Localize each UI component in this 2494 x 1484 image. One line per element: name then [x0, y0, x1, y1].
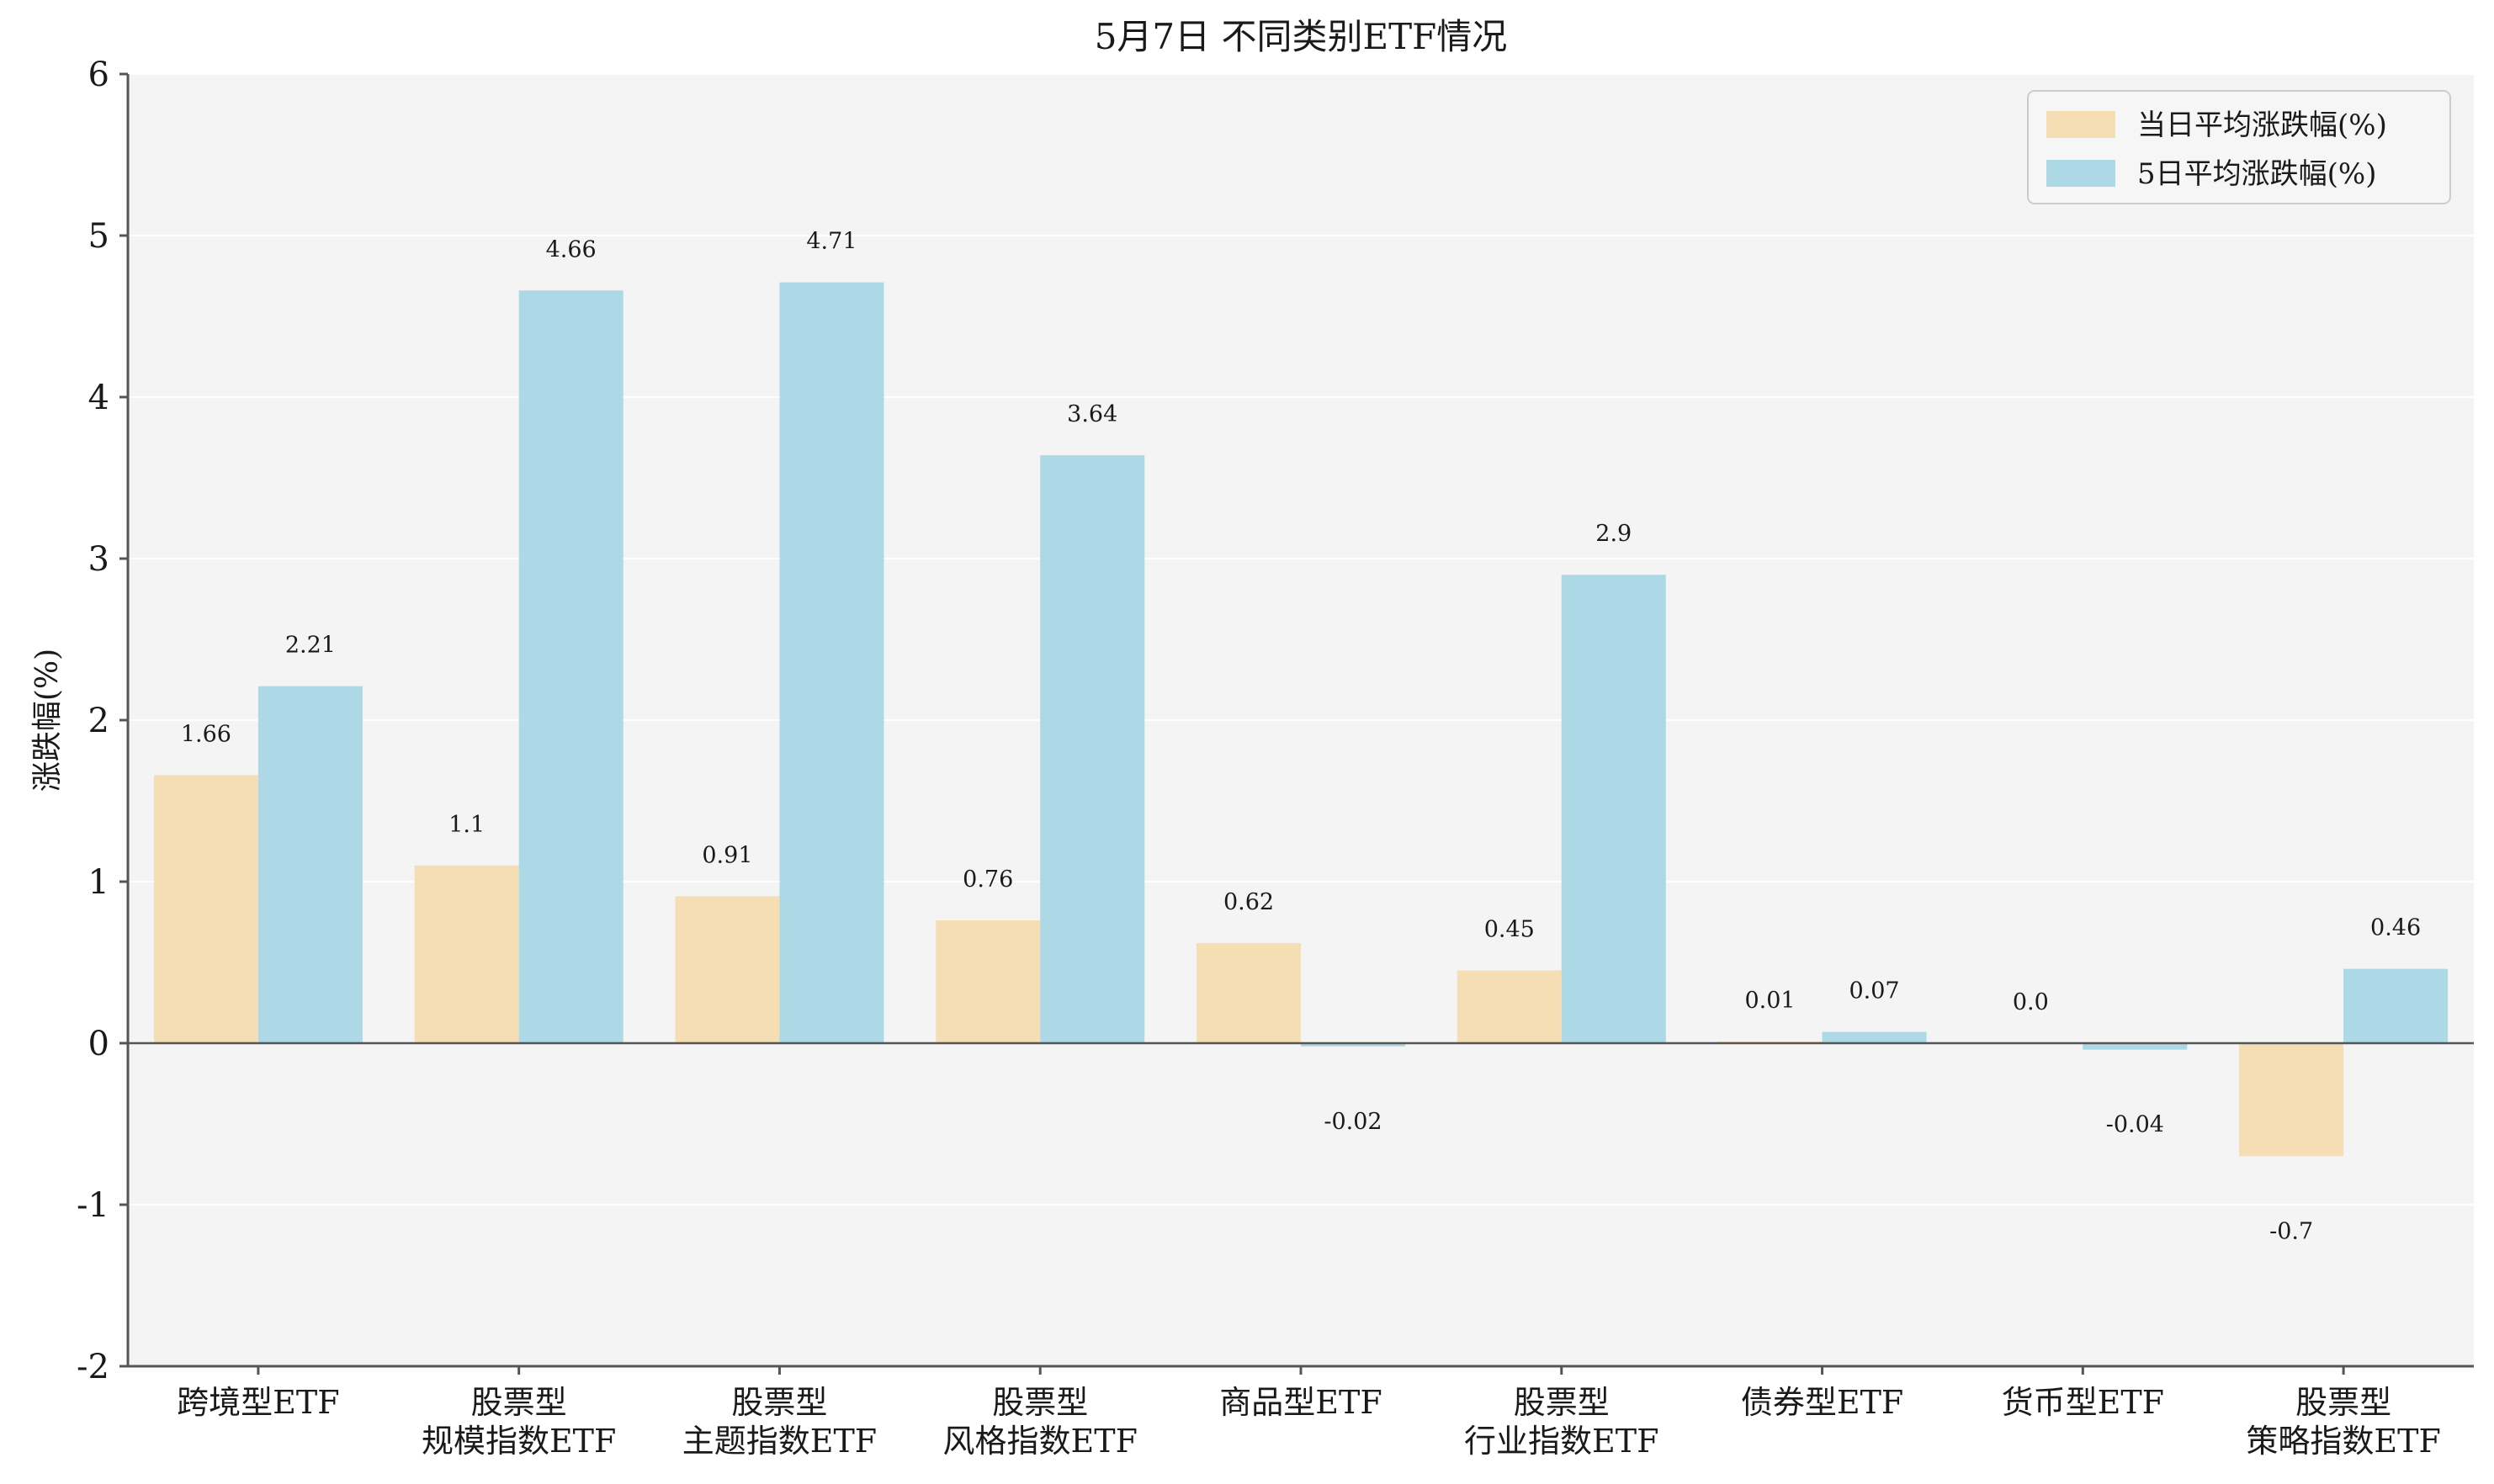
x-tick-label: 股票型 [992, 1384, 1088, 1421]
data-label: 1.1 [448, 812, 485, 838]
data-label: 2.9 [1595, 521, 1632, 547]
chart-title: 5月7日 不同类别ETF情况 [1095, 16, 1508, 57]
x-tick-label: 主题指数ETF [682, 1423, 877, 1460]
data-label: 1.66 [181, 721, 231, 747]
y-tick-label: 2 [88, 702, 109, 740]
bar-daily-change [675, 896, 780, 1043]
bar-daily-change [153, 775, 258, 1043]
data-label: 0.91 [702, 842, 752, 868]
data-label: 3.64 [1067, 401, 1117, 427]
data-label: 0.76 [963, 867, 1013, 893]
x-tick-label: 风格指数ETF [942, 1423, 1137, 1460]
data-label: 0.07 [1849, 978, 1899, 1004]
bar-5day-change [1561, 575, 1666, 1043]
x-tick-label: 股票型 [1514, 1384, 1610, 1421]
bar-daily-change [1457, 970, 1562, 1043]
x-tick-label: 商品型ETF [1219, 1384, 1382, 1421]
x-tick-label: 股票型 [731, 1384, 827, 1421]
bar-5day-change [1040, 455, 1145, 1043]
data-label: -0.02 [1324, 1109, 1382, 1135]
y-tick-label: 1 [88, 863, 109, 902]
legend: 当日平均涨跌幅(%) 5日平均涨跌幅(%) [2027, 90, 2451, 204]
bar-5day-change [2343, 968, 2449, 1043]
y-tick-label: -2 [77, 1348, 109, 1386]
data-label: 4.71 [806, 229, 857, 255]
y-tick-label: 3 [88, 540, 109, 579]
data-label: 0.62 [1223, 889, 1274, 915]
legend-label-daily: 当日平均涨跌幅(%) [2137, 109, 2387, 142]
x-tick-label: 股票型 [471, 1384, 567, 1421]
y-tick-label: 4 [88, 379, 109, 417]
y-axis-label: 涨跌幅(%) [30, 649, 65, 792]
x-tick-label: 规模指数ETF [422, 1423, 616, 1460]
bar-5day-change [518, 290, 624, 1043]
bar-daily-change [414, 865, 519, 1043]
data-label: -0.04 [2106, 1112, 2164, 1138]
x-tick-label: 策略指数ETF [2246, 1423, 2440, 1460]
data-labels: 1.66 1.1 0.91 0.76 0.62 0.45 0.01 0.0 -0.7 2.21 4.… [181, 229, 2421, 1245]
bar-daily-change [1197, 942, 1301, 1043]
data-label: 0.46 [2370, 915, 2421, 941]
data-label: 0.0 [2013, 989, 2049, 1015]
x-tick-label: 债券型ETF [1741, 1384, 1903, 1421]
bar-5day-change [1822, 1031, 1927, 1043]
x-tick-label: 行业指数ETF [1464, 1423, 1658, 1460]
legend-swatch-daily [2046, 111, 2115, 138]
data-label: 0.45 [1484, 917, 1535, 943]
data-label: 4.66 [546, 236, 597, 262]
bar-daily-change [936, 920, 1041, 1043]
bar-5day-change [1301, 1043, 1405, 1047]
bars [153, 282, 2449, 1157]
data-label: 2.21 [285, 633, 336, 659]
y-tick-label: 0 [88, 1025, 109, 1063]
legend-box [2027, 90, 2451, 204]
y-tick-label: 6 [88, 56, 109, 94]
data-label: -0.7 [2269, 1218, 2313, 1244]
x-tick-label: 跨境型ETF [177, 1384, 339, 1421]
legend-label-5day: 5日平均涨跌幅(%) [2137, 157, 2376, 191]
bar-5day-change [257, 686, 363, 1043]
data-label: 0.01 [1744, 988, 1795, 1014]
y-tick-label: 5 [88, 217, 109, 256]
x-tick-label: 股票型 [2295, 1384, 2391, 1421]
legend-swatch-5day [2046, 160, 2115, 187]
bar-5day-change [2083, 1043, 2188, 1050]
x-tick-label: 货币型ETF [2002, 1384, 2164, 1421]
bar-5day-change [779, 282, 884, 1043]
bar-daily-change [2239, 1043, 2344, 1157]
y-tick-label: -1 [77, 1186, 109, 1225]
